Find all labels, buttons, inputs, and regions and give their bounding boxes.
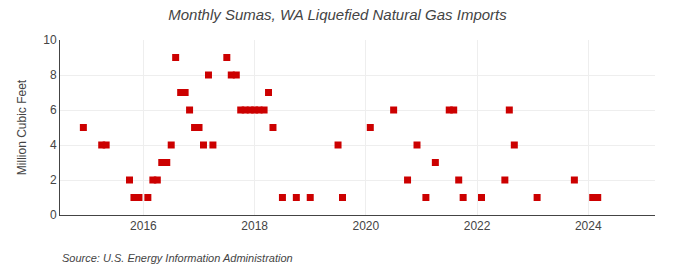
- svg-text:2016: 2016: [130, 219, 157, 233]
- svg-text:Million Cubic Feet: Million Cubic Feet: [15, 79, 29, 175]
- svg-text:8: 8: [50, 68, 57, 82]
- svg-text:10: 10: [43, 33, 57, 47]
- svg-text:2: 2: [50, 173, 57, 187]
- svg-text:2020: 2020: [352, 219, 379, 233]
- svg-text:Monthly Sumas, WA Liquefied Na: Monthly Sumas, WA Liquefied Natural Gas …: [168, 6, 507, 23]
- svg-text:4: 4: [50, 138, 57, 152]
- svg-text:6: 6: [50, 103, 57, 117]
- svg-text:2018: 2018: [241, 219, 268, 233]
- svg-text:Source: U.S. Energy Informatio: Source: U.S. Energy Information Administ…: [62, 252, 293, 264]
- svg-text:2024: 2024: [575, 219, 602, 233]
- svg-text:2022: 2022: [464, 219, 491, 233]
- svg-text:0: 0: [50, 208, 57, 222]
